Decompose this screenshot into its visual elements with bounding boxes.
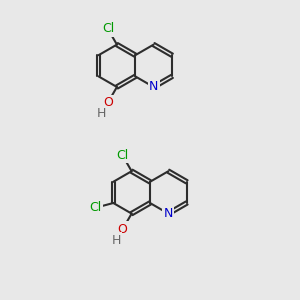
- Text: Cl: Cl: [102, 22, 114, 35]
- Text: N: N: [149, 80, 158, 94]
- Text: H: H: [97, 107, 106, 120]
- Text: Cl: Cl: [90, 201, 102, 214]
- Text: N: N: [164, 207, 173, 220]
- Text: H: H: [112, 234, 121, 247]
- Text: O: O: [103, 96, 113, 109]
- Text: Cl: Cl: [116, 149, 129, 162]
- Text: O: O: [118, 223, 128, 236]
